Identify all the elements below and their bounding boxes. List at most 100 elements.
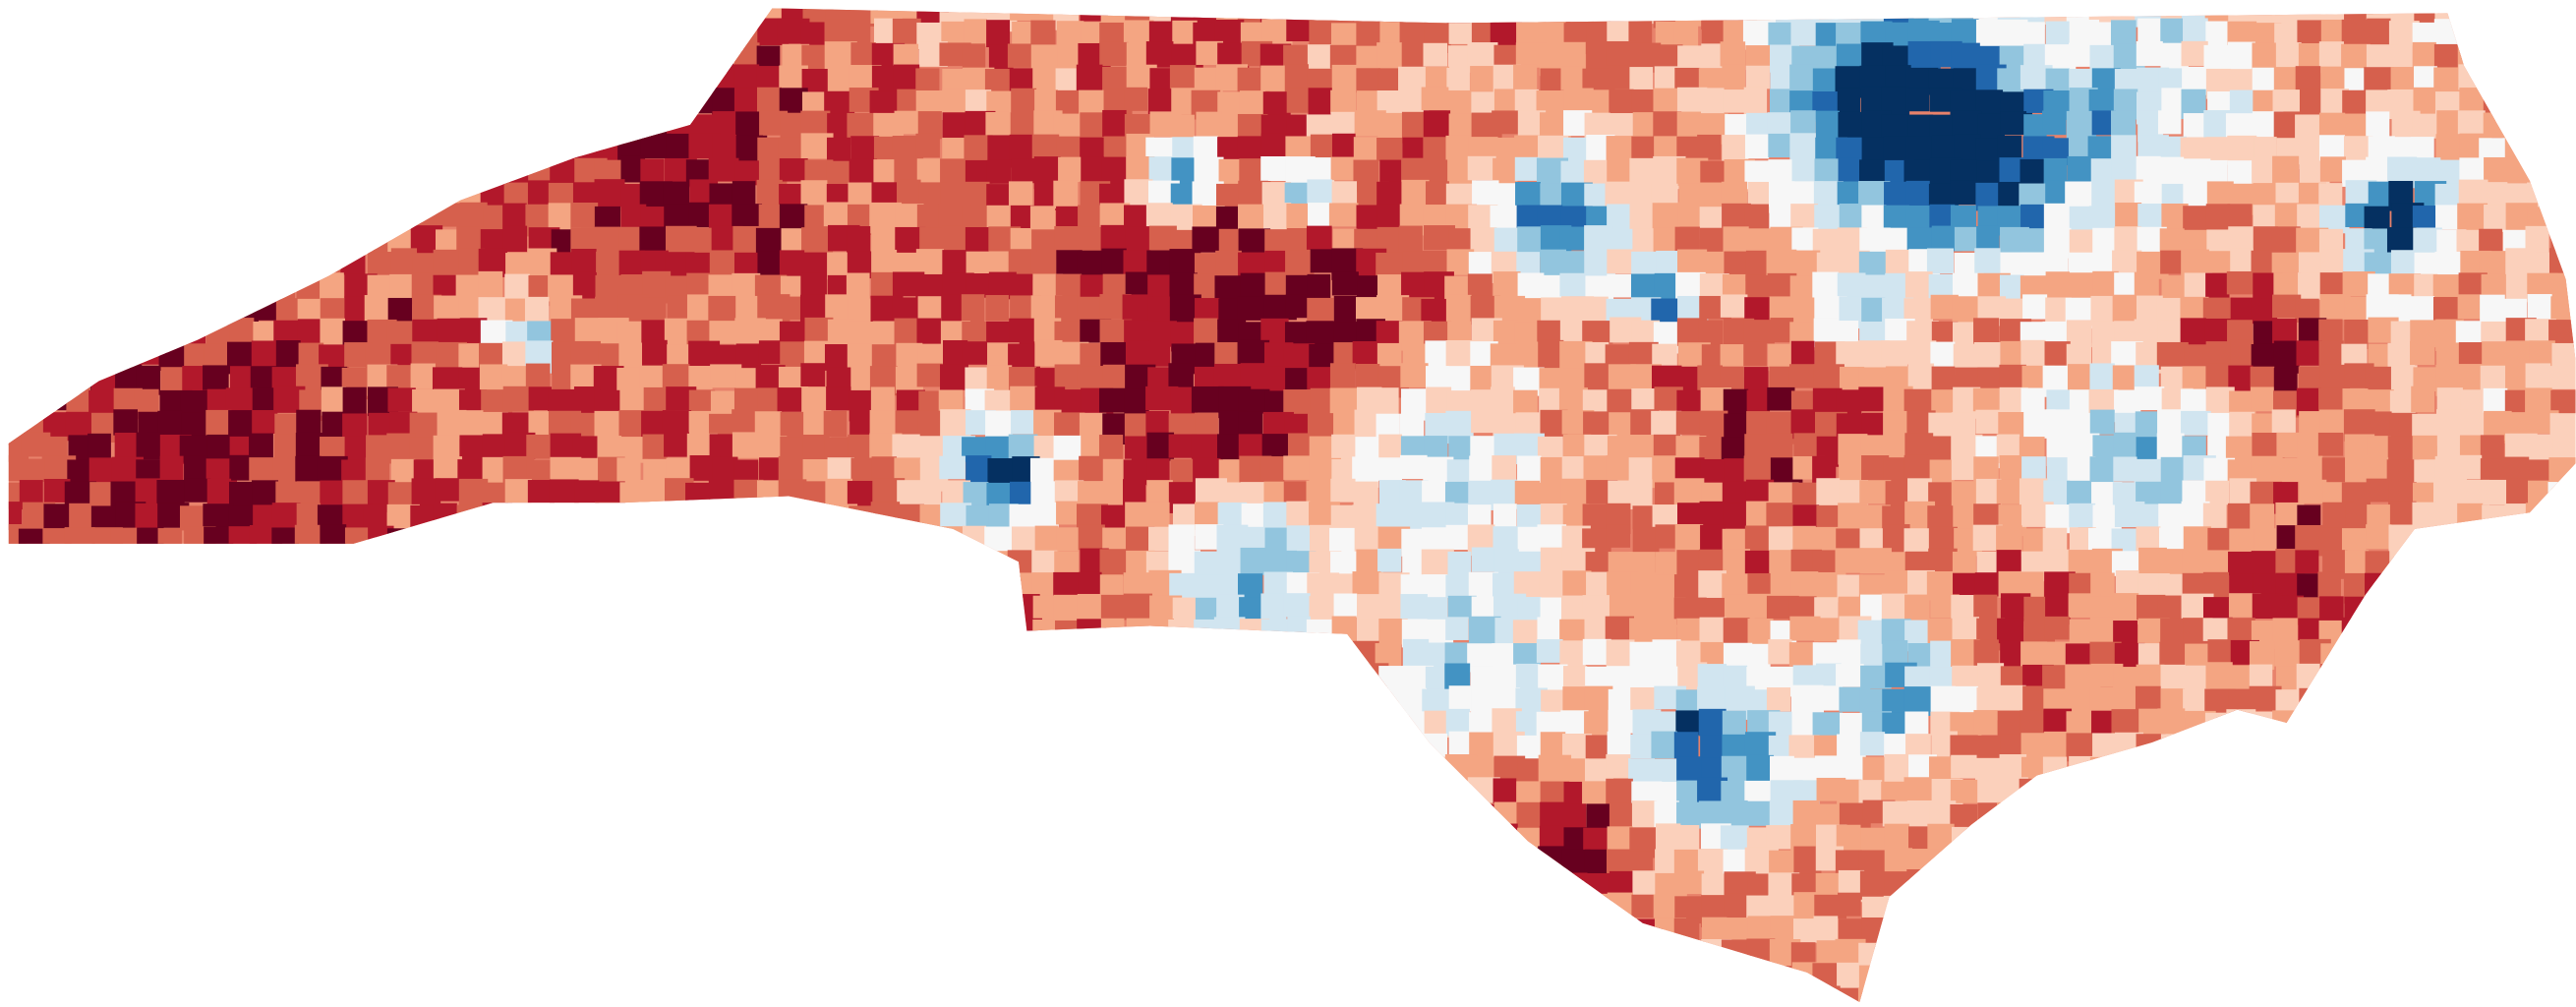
precinct xyxy=(135,183,166,211)
precinct xyxy=(571,780,601,812)
precinct xyxy=(825,754,854,786)
precinct xyxy=(459,872,490,905)
precinct xyxy=(504,527,533,559)
precinct xyxy=(1767,984,1792,1002)
precinct xyxy=(459,778,488,807)
precinct xyxy=(1931,964,1957,996)
precinct xyxy=(2458,712,2483,737)
precinct xyxy=(320,318,346,347)
precinct xyxy=(1196,966,1225,990)
precinct xyxy=(114,549,145,580)
precinct xyxy=(962,662,987,688)
precinct xyxy=(596,251,623,276)
precinct xyxy=(2529,526,2556,558)
precinct xyxy=(1400,758,1434,790)
precinct xyxy=(1629,67,1654,91)
precinct xyxy=(1884,963,1913,990)
precinct xyxy=(341,735,368,759)
precinct xyxy=(1582,964,1612,997)
precinct xyxy=(68,110,96,142)
precinct xyxy=(88,64,115,95)
precinct xyxy=(1974,894,1999,923)
precinct xyxy=(136,850,163,883)
precinct xyxy=(941,754,969,787)
precinct xyxy=(966,915,995,948)
precinct xyxy=(2435,962,2463,993)
precinct xyxy=(2020,916,2047,943)
precinct xyxy=(639,664,665,696)
precinct xyxy=(1628,479,1653,510)
precinct xyxy=(1421,87,1449,111)
precinct xyxy=(1997,801,2021,832)
precinct xyxy=(2181,732,2214,761)
precinct xyxy=(1402,961,1434,986)
precinct xyxy=(409,527,437,561)
precinct xyxy=(1099,549,1128,577)
precinct xyxy=(939,571,964,602)
precinct xyxy=(871,596,902,621)
precinct xyxy=(2551,133,2576,157)
precinct xyxy=(1306,619,1334,648)
precinct xyxy=(526,919,552,945)
precinct xyxy=(1172,689,1200,715)
precinct xyxy=(504,964,529,993)
precinct xyxy=(1882,800,1909,827)
precinct xyxy=(110,641,142,667)
precinct xyxy=(2137,942,2160,966)
precinct xyxy=(915,849,946,876)
precinct xyxy=(1261,963,1294,993)
precinct xyxy=(483,988,510,1002)
precinct xyxy=(639,641,666,670)
precinct xyxy=(663,754,691,781)
precinct xyxy=(457,618,489,649)
precinct xyxy=(342,386,367,414)
precinct xyxy=(666,597,691,623)
precinct xyxy=(367,777,392,804)
precinct xyxy=(1031,962,1064,990)
precinct xyxy=(804,848,837,874)
precinct xyxy=(2092,781,2118,810)
precinct xyxy=(1492,110,1520,135)
precinct xyxy=(2297,872,2326,902)
precinct xyxy=(1629,987,1655,1002)
precinct xyxy=(88,846,120,870)
precinct xyxy=(800,988,828,1002)
precinct xyxy=(663,639,695,671)
precinct xyxy=(1100,594,1126,621)
precinct xyxy=(1237,296,1265,321)
precinct xyxy=(1330,896,1362,925)
precinct xyxy=(43,873,78,906)
precinct xyxy=(65,870,89,897)
precinct xyxy=(938,526,966,553)
precinct xyxy=(943,869,971,902)
precinct xyxy=(2548,248,2576,274)
precinct xyxy=(2482,962,2510,989)
precinct xyxy=(1168,735,1200,764)
precinct xyxy=(341,641,372,674)
precinct xyxy=(1425,366,1449,391)
precinct xyxy=(8,735,26,768)
precinct xyxy=(2342,735,2371,758)
precinct xyxy=(1053,180,1079,209)
precinct xyxy=(1423,938,1455,966)
precinct xyxy=(756,593,785,626)
precinct xyxy=(1009,318,1035,345)
precinct xyxy=(2044,782,2076,806)
precinct xyxy=(478,137,505,166)
precinct xyxy=(1813,618,1841,642)
precinct xyxy=(2549,733,2574,765)
precinct xyxy=(2549,755,2576,787)
precinct xyxy=(1398,824,1426,849)
precinct xyxy=(2136,758,2162,790)
precinct xyxy=(272,111,305,141)
precinct xyxy=(2066,320,2092,348)
precinct xyxy=(1356,68,1380,93)
precinct xyxy=(455,593,484,622)
precinct xyxy=(549,800,573,827)
precinct xyxy=(134,90,164,115)
precinct xyxy=(850,526,877,552)
precinct xyxy=(1376,964,1404,997)
precinct xyxy=(65,642,96,673)
precinct xyxy=(573,569,607,602)
precinct xyxy=(2250,939,2282,969)
